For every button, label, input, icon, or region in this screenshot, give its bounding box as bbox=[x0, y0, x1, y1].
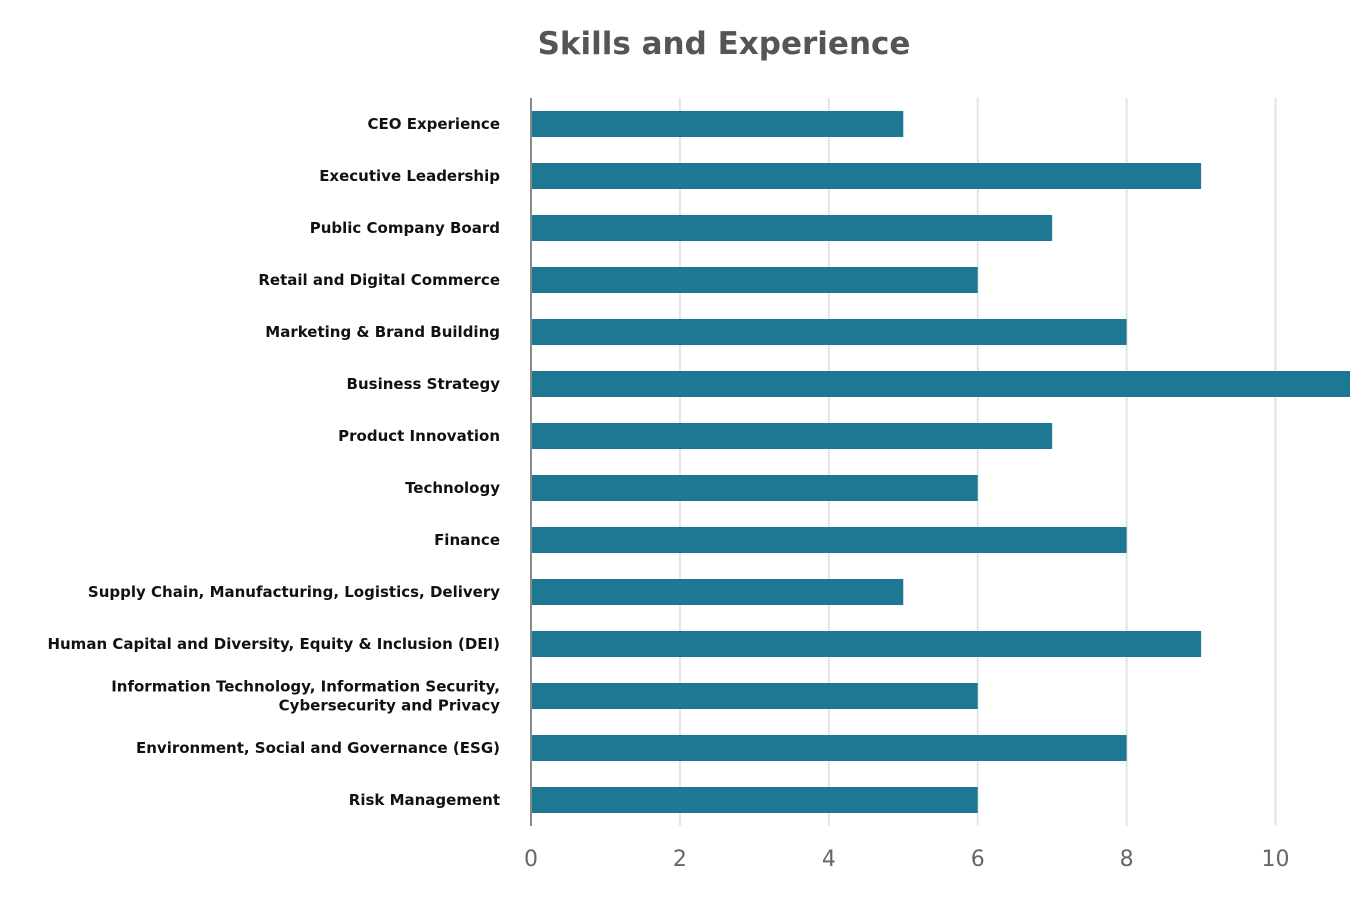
category-label: Information Technology, Information Secu… bbox=[111, 678, 500, 696]
bar bbox=[531, 267, 978, 293]
category-label: Human Capital and Diversity, Equity & In… bbox=[47, 635, 500, 653]
gridlines bbox=[678, 98, 1277, 826]
bar bbox=[531, 215, 1053, 241]
category-label: CEO Experience bbox=[367, 115, 500, 133]
category-label: Marketing & Brand Building bbox=[265, 323, 500, 341]
category-label: Retail and Digital Commerce bbox=[258, 271, 500, 289]
bar bbox=[531, 423, 1053, 449]
category-label: Finance bbox=[434, 531, 500, 549]
category-label: Environment, Social and Governance (ESG) bbox=[136, 739, 500, 757]
x-tick-label: 6 bbox=[971, 847, 985, 872]
bar bbox=[531, 631, 1202, 657]
bar bbox=[531, 579, 904, 605]
category-label: Executive Leadership bbox=[319, 167, 500, 185]
bars bbox=[531, 111, 1350, 813]
bar bbox=[531, 527, 1127, 553]
x-tick-label: 10 bbox=[1262, 847, 1290, 872]
x-tick-label: 0 bbox=[524, 847, 538, 872]
category-label: Public Company Board bbox=[310, 219, 500, 237]
bar bbox=[531, 319, 1127, 345]
category-label: Cybersecurity and Privacy bbox=[279, 697, 501, 715]
chart-title: Skills and Experience bbox=[538, 26, 911, 62]
x-tick-label: 2 bbox=[673, 847, 687, 872]
category-label: Product Innovation bbox=[338, 427, 500, 445]
x-tick-label: 4 bbox=[822, 847, 836, 872]
bar bbox=[531, 475, 978, 501]
bar bbox=[531, 111, 904, 137]
category-label: Technology bbox=[405, 479, 500, 497]
category-labels: CEO Experience Executive Leadership Public… bbox=[47, 115, 500, 809]
bar bbox=[531, 683, 978, 709]
bar bbox=[531, 787, 978, 813]
category-label: Business Strategy bbox=[347, 375, 501, 393]
x-tick-labels: 0 2 4 6 8 10 bbox=[524, 847, 1290, 872]
category-label: Risk Management bbox=[349, 791, 500, 809]
bar bbox=[531, 735, 1127, 761]
category-label: Supply Chain, Manufacturing, Logistics, … bbox=[88, 583, 500, 601]
x-tick-label: 8 bbox=[1120, 847, 1134, 872]
bar bbox=[531, 163, 1202, 189]
bar bbox=[531, 371, 1350, 397]
